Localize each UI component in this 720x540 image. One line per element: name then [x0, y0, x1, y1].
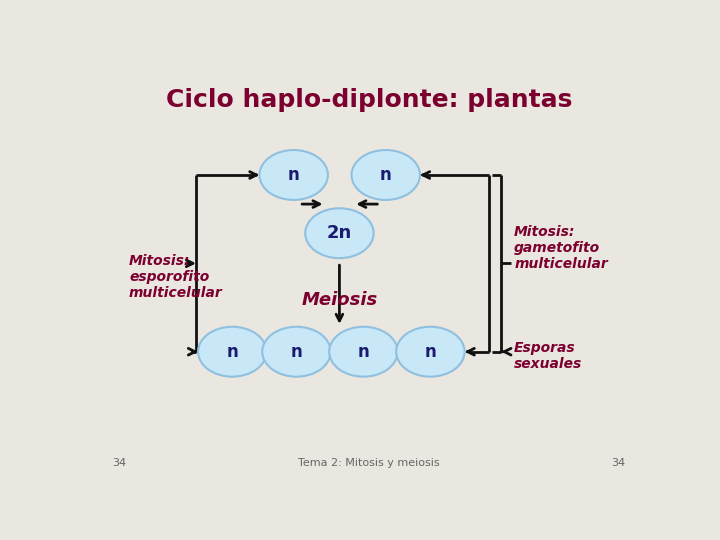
Text: Mitosis:
esporofito
multicelular: Mitosis: esporofito multicelular [129, 254, 222, 300]
Ellipse shape [329, 327, 397, 377]
Text: n: n [358, 343, 369, 361]
Text: 34: 34 [112, 458, 127, 468]
Text: Tema 2: Mitosis y meiosis: Tema 2: Mitosis y meiosis [298, 458, 440, 468]
Text: n: n [380, 166, 392, 184]
Text: n: n [425, 343, 436, 361]
Text: n: n [288, 166, 300, 184]
Text: n: n [291, 343, 302, 361]
Text: Ciclo haplo-diplonte: plantas: Ciclo haplo-diplonte: plantas [166, 88, 572, 112]
Ellipse shape [198, 327, 266, 377]
Text: 34: 34 [611, 458, 626, 468]
Ellipse shape [396, 327, 464, 377]
Text: Esporas
sexuales: Esporas sexuales [514, 341, 582, 371]
Ellipse shape [305, 208, 374, 258]
Text: Mitosis:
gametofito
multicelular: Mitosis: gametofito multicelular [514, 225, 608, 271]
Text: n: n [226, 343, 238, 361]
Ellipse shape [351, 150, 420, 200]
Ellipse shape [262, 327, 330, 377]
Text: 2n: 2n [327, 224, 352, 242]
Ellipse shape [259, 150, 328, 200]
Text: Meiosis: Meiosis [301, 291, 377, 309]
